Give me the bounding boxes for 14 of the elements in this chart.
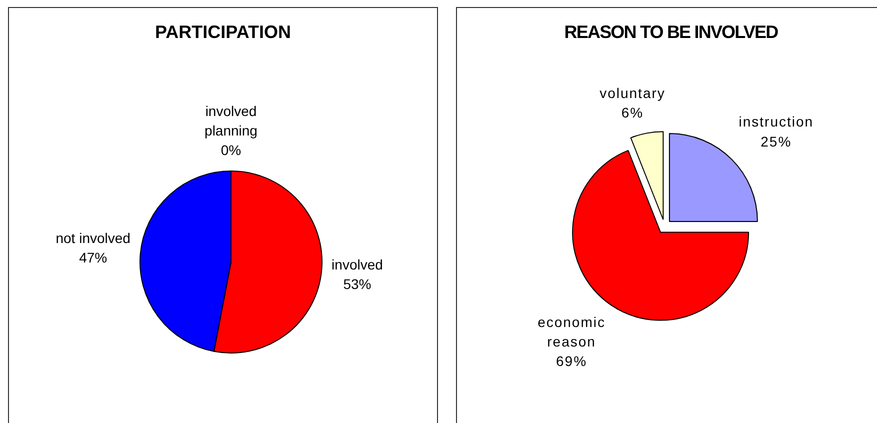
data-label: 47% (79, 249, 108, 266)
slice-label: involved (332, 256, 383, 272)
slice-label: instruction (738, 114, 814, 130)
data-label: 25% (760, 133, 792, 150)
chart-title: PARTICIPATION (154, 21, 292, 43)
text: 0% (220, 142, 242, 158)
data-label: 6% (621, 104, 644, 120)
slice-label: economic reason (538, 314, 606, 350)
data-label: 53% (343, 276, 372, 292)
slice-label: voluntary (600, 84, 666, 101)
chart-title: REASON TO BE INVOLVED (563, 21, 779, 43)
data-label: 69% (556, 353, 588, 370)
slice-label: not involved (56, 230, 130, 246)
category-label: involved planning (204, 102, 258, 138)
